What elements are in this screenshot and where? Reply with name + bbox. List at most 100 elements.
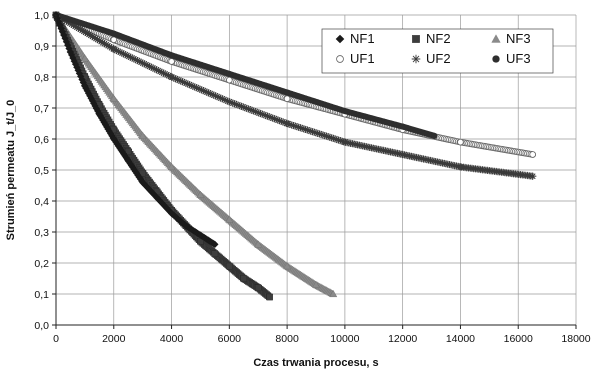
data-point-marker — [319, 131, 327, 139]
data-point-marker — [178, 78, 187, 86]
data-point-marker — [230, 100, 239, 108]
series-uf2 — [52, 11, 537, 180]
data-point-marker — [88, 32, 96, 41]
data-point-marker — [206, 90, 214, 98]
data-point — [240, 275, 247, 282]
data-point-marker — [263, 112, 272, 120]
data-point-marker — [288, 121, 296, 129]
data-point-marker — [267, 113, 275, 122]
data-point-marker — [336, 137, 344, 145]
x-tick-label: 0 — [53, 333, 59, 345]
data-point-marker — [187, 81, 195, 90]
data-point-marker — [130, 55, 138, 63]
data-point-marker — [215, 93, 223, 101]
series-nf1 — [52, 11, 219, 248]
data-point-marker — [152, 66, 161, 74]
legend-marker — [335, 34, 345, 44]
data-point-marker — [199, 87, 207, 95]
x-tick-label: 14000 — [446, 333, 475, 345]
data-point-marker — [85, 30, 93, 39]
data-point-marker — [189, 82, 197, 90]
data-point — [196, 231, 205, 239]
data-point-marker — [123, 51, 131, 60]
data-point-marker — [236, 102, 244, 110]
data-point-marker — [303, 126, 311, 134]
data-point-marker — [154, 66, 162, 75]
legend-marker — [492, 55, 500, 63]
data-point-marker — [144, 61, 152, 70]
data-point-marker — [201, 87, 209, 95]
data-point — [529, 172, 537, 180]
data-point-marker — [208, 90, 216, 98]
data-point-marker — [255, 109, 263, 117]
data-point — [457, 138, 464, 146]
data-point — [225, 98, 233, 106]
data-point-marker — [146, 62, 154, 70]
x-tick-label: 6000 — [218, 333, 242, 345]
data-point-marker — [78, 26, 86, 34]
data-point-marker — [298, 124, 306, 132]
data-point-marker — [194, 84, 202, 93]
data-point-marker — [204, 89, 213, 97]
data-point-marker — [116, 48, 124, 56]
y-tick-label: 0,8 — [34, 72, 49, 84]
data-point-marker — [272, 115, 280, 123]
data-point-marker — [177, 77, 185, 85]
data-point — [283, 95, 291, 102]
data-point-marker — [300, 125, 308, 133]
data-point-marker — [196, 85, 204, 93]
data-point-marker — [308, 128, 317, 136]
data-point — [312, 280, 320, 288]
data-point-marker — [83, 29, 91, 38]
data-point — [341, 108, 348, 115]
legend-marker — [491, 34, 501, 43]
data-point-marker — [159, 69, 168, 77]
data-point-marker — [203, 88, 211, 96]
data-point-marker — [170, 74, 178, 82]
data-point-marker — [99, 39, 107, 47]
legend-item-nf3: NF3 — [491, 31, 531, 46]
data-point-marker — [250, 107, 258, 115]
x-tick-label: 2000 — [102, 333, 126, 345]
x-tick-label: 16000 — [504, 333, 533, 345]
data-point-marker — [97, 37, 105, 46]
data-point-marker — [90, 99, 98, 107]
y-tick-label: 0,5 — [34, 165, 49, 177]
data-point — [167, 209, 176, 217]
data-point — [211, 250, 219, 257]
data-point-marker — [71, 22, 79, 30]
data-point-marker — [172, 75, 180, 83]
data-point-marker — [260, 111, 268, 119]
legend-label: UF3 — [506, 51, 531, 66]
data-point-marker — [293, 123, 301, 131]
data-point — [81, 82, 89, 90]
legend-item-nf1: NF1 — [335, 31, 375, 46]
data-point-marker — [239, 103, 247, 111]
data-point-marker — [126, 53, 135, 61]
legend-item-uf2: UF2 — [411, 51, 451, 66]
data-point-marker — [232, 100, 240, 109]
data-point-marker — [180, 78, 188, 87]
data-point-marker — [322, 132, 330, 140]
data-point-marker — [73, 23, 81, 31]
data-point — [95, 110, 103, 118]
data-point-marker — [74, 24, 83, 32]
y-tick-label: 0,6 — [34, 134, 49, 146]
series-uf3 — [52, 11, 438, 139]
data-point-marker — [95, 36, 103, 45]
data-point-marker — [56, 21, 64, 29]
data-point-marker — [241, 104, 249, 112]
data-point — [226, 76, 233, 84]
data-point-marker — [224, 97, 232, 105]
x-tick-label: 10000 — [330, 333, 359, 345]
data-point — [341, 138, 349, 146]
data-point-marker — [270, 115, 278, 123]
legend-marker — [412, 35, 420, 43]
data-point-marker — [58, 28, 67, 36]
data-point-marker — [211, 92, 220, 100]
series-layer — [52, 11, 537, 301]
data-point-marker — [161, 70, 169, 78]
data-point — [110, 135, 118, 143]
data-point-marker — [321, 131, 329, 140]
